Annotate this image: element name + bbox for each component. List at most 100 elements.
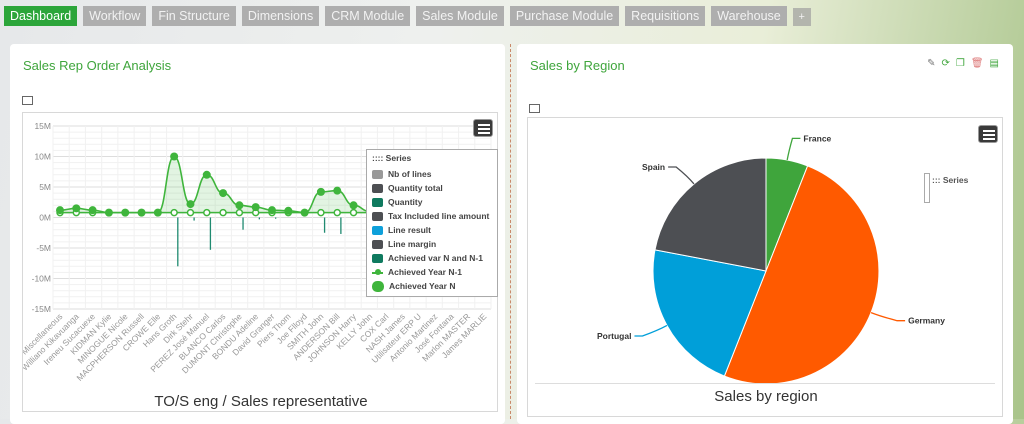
pie-title: Sales by region bbox=[714, 388, 818, 405]
point-achieved-year-n bbox=[186, 200, 195, 209]
panel-divider bbox=[510, 44, 511, 419]
point-achieved-year-n bbox=[121, 208, 130, 217]
panel-title: Sales Rep Order Analysis bbox=[23, 58, 172, 73]
legend-swatch bbox=[372, 211, 383, 221]
legend-item[interactable]: Quantity total bbox=[372, 181, 492, 195]
point-achieved-year-n-1 bbox=[170, 208, 178, 217]
y-tick-label: 5M bbox=[39, 182, 51, 192]
legend-scroll-handle[interactable] bbox=[924, 173, 930, 203]
legend-title: ::: Series bbox=[932, 175, 969, 185]
point-achieved-year-n-1 bbox=[203, 208, 211, 217]
legend-item[interactable]: Tax Included line amount bbox=[372, 209, 492, 223]
point-achieved-year-n-1 bbox=[317, 208, 325, 217]
point-achieved-year-n bbox=[170, 152, 179, 161]
legend-marker bbox=[372, 268, 383, 277]
legend-item[interactable]: Achieved Year N-1 bbox=[372, 265, 492, 279]
pie-label: Spain bbox=[642, 162, 665, 172]
area-achieved-year-n bbox=[60, 156, 484, 213]
legend-label: Tax Included line amount bbox=[388, 211, 490, 221]
legend-item[interactable]: Line result bbox=[372, 223, 492, 237]
pie-slice-portugal bbox=[652, 249, 767, 377]
y-tick-label: -5M bbox=[36, 243, 51, 253]
point-achieved-year-n bbox=[268, 206, 276, 215]
tab-crm-module[interactable]: CRM Module bbox=[325, 6, 411, 26]
tab-purchase-module[interactable]: Purchase Module bbox=[509, 6, 620, 26]
bar-achieved-var bbox=[340, 217, 342, 234]
legend-item[interactable]: Line margin bbox=[372, 237, 492, 251]
panel-actions: ✎ ⟳ ❐ 🗑 ▤ bbox=[927, 58, 999, 69]
pie-connector bbox=[668, 166, 695, 185]
legend-swatch bbox=[372, 280, 384, 292]
point-achieved-year-n bbox=[316, 187, 325, 196]
pie-label: France bbox=[803, 133, 831, 143]
legend-item[interactable]: Achieved var N and N-1 bbox=[372, 251, 492, 265]
legend-swatch bbox=[372, 253, 383, 263]
point-achieved-year-n bbox=[284, 206, 293, 215]
trash-icon[interactable]: 🗑 bbox=[970, 58, 984, 69]
point-achieved-year-n bbox=[153, 208, 162, 217]
point-achieved-year-n bbox=[56, 206, 64, 215]
pie-connector bbox=[870, 311, 906, 322]
point-achieved-year-n-1 bbox=[219, 208, 227, 217]
y-tick-label: -10M bbox=[32, 274, 51, 284]
bar-achieved-var bbox=[275, 217, 277, 219]
y-tick-label: -15M bbox=[32, 304, 51, 314]
point-achieved-year-n bbox=[202, 170, 211, 179]
point-achieved-year-n bbox=[72, 204, 81, 213]
legend-item[interactable]: Nb of lines bbox=[372, 167, 492, 181]
point-achieved-year-n-1 bbox=[235, 208, 244, 217]
sales-region-panel: Sales by Region ✎ ⟳ ❐ 🗑 ▤ France Germany P… bbox=[517, 44, 1013, 424]
pie-label: Portugal bbox=[597, 331, 631, 341]
legend-label: Achieved Year N bbox=[389, 281, 456, 291]
list-toggle-icon[interactable] bbox=[529, 104, 540, 113]
window-icon[interactable]: ❐ bbox=[955, 58, 965, 69]
bar-achieved-var bbox=[209, 217, 212, 250]
legend-item[interactable]: Achieved Year N bbox=[372, 279, 492, 293]
point-achieved-year-n bbox=[251, 203, 260, 212]
tab-workflow[interactable]: Workflow bbox=[83, 6, 147, 26]
pencil-icon[interactable]: ✎ bbox=[927, 58, 936, 69]
chart-menu-button[interactable] bbox=[978, 125, 998, 143]
pie-slice-spain bbox=[654, 157, 767, 272]
point-achieved-year-n bbox=[219, 189, 228, 198]
legend-label: Quantity bbox=[388, 197, 423, 207]
y-tick-label: 0M bbox=[39, 213, 51, 223]
chart-menu-button[interactable] bbox=[473, 119, 493, 137]
bar-achieved-var bbox=[177, 217, 179, 267]
y-tick-label: 15M bbox=[34, 121, 51, 131]
tab-dashboard[interactable]: Dashboard bbox=[4, 6, 78, 26]
legend-label: Achieved Year N-1 bbox=[388, 267, 463, 277]
list-icon[interactable]: ▤ bbox=[989, 58, 999, 69]
legend-label: Line result bbox=[388, 225, 431, 235]
tab-dimensions[interactable]: Dimensions bbox=[241, 6, 320, 26]
legend-swatch bbox=[372, 239, 383, 249]
point-achieved-year-n-1 bbox=[349, 208, 358, 217]
tab-fin-structure[interactable]: Fin Structure bbox=[152, 6, 236, 26]
point-achieved-year-n bbox=[235, 201, 244, 210]
bar-achieved-var bbox=[242, 217, 244, 230]
legend-title: :::: Series bbox=[372, 153, 412, 163]
title-divider bbox=[535, 383, 995, 384]
legend-swatch bbox=[372, 225, 383, 235]
legend-label: Nb of lines bbox=[388, 169, 432, 179]
line-chart: 15M 10M 5M 0M -5M -10M -15M Miscellaneous Willia… bbox=[22, 112, 498, 412]
list-toggle-icon[interactable] bbox=[22, 96, 33, 105]
tab-requisitions[interactable]: Requisitions bbox=[625, 6, 706, 26]
module-tabs: Dashboard Workflow Fin Structure Dimensions… bbox=[4, 6, 811, 26]
pie-label: Germany bbox=[908, 316, 945, 326]
bar-achieved-var bbox=[258, 217, 260, 220]
tab-sales-module[interactable]: Sales Module bbox=[416, 6, 504, 26]
refresh-icon[interactable]: ⟳ bbox=[941, 58, 950, 69]
legend-swatch bbox=[372, 183, 383, 193]
add-tab-button[interactable]: + bbox=[792, 8, 811, 26]
tab-warehouse[interactable]: Warehouse bbox=[711, 6, 787, 26]
bar-achieved-var bbox=[193, 217, 195, 221]
point-achieved-year-n-1 bbox=[186, 208, 195, 217]
bar-achieved-var bbox=[323, 217, 326, 233]
legend-label: Line margin bbox=[388, 239, 437, 249]
sales-rep-panel: Sales Rep Order Analysis 15M 10M 5M 0M -5M -1… bbox=[10, 44, 505, 424]
legend-item[interactable]: Quantity bbox=[372, 195, 492, 209]
point-achieved-year-n bbox=[104, 208, 113, 217]
